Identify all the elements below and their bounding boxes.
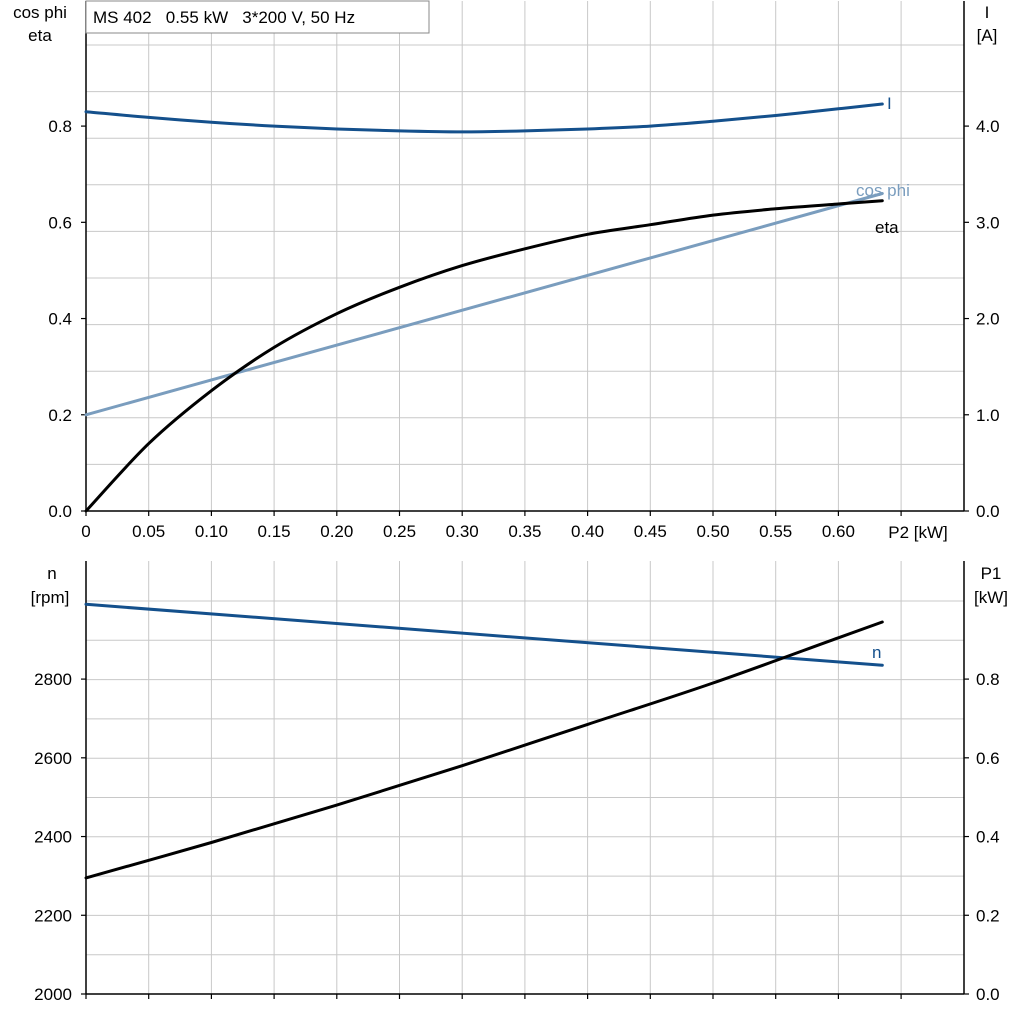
series-line-n — [84, 602, 884, 667]
top-x-axis-title: P2 [kW] — [888, 523, 948, 542]
left-tick-label: 2000 — [34, 985, 72, 1004]
right-tick-label: 0.2 — [976, 906, 1000, 925]
right-tick-label: 0.0 — [976, 502, 1000, 521]
x-tick-label: 0.25 — [383, 522, 416, 541]
top-right-axis-title-line2: [A] — [977, 26, 998, 45]
x-tick-label: 0.60 — [822, 522, 855, 541]
bottom-left-axis-title-line2: [rpm] — [31, 588, 70, 607]
right-tick-label: 4.0 — [976, 117, 1000, 136]
x-tick-label: 0.20 — [320, 522, 353, 541]
x-tick-label: 0.55 — [759, 522, 792, 541]
series-line-p1 — [84, 620, 884, 880]
x-tick-label: 0.15 — [258, 522, 291, 541]
bottom-left-axis-title-line1: n — [47, 564, 56, 583]
bottom-right-axis-title-line2: [kW] — [974, 588, 1008, 607]
left-tick-label: 2200 — [34, 906, 72, 925]
x-tick-label: 0.40 — [571, 522, 604, 541]
right-tick-label: 3.0 — [976, 213, 1000, 232]
series-label-current: I — [887, 94, 892, 113]
top-left-axis-title-line1: cos phi — [13, 3, 67, 22]
left-tick-label: 2400 — [34, 828, 72, 847]
left-tick-label: 0.0 — [48, 502, 72, 521]
motor-info-box: MS 402 0.55 kW 3*200 V, 50 Hz — [85, 0, 430, 34]
series-label-cos-phi: cos phi — [856, 181, 910, 200]
x-tick-label: 0.05 — [132, 522, 165, 541]
speed-power-chart: 2000 2200 2400 2600 2800 0.0 0.2 0.4 0.6 0.8 — [34, 561, 1000, 1004]
x-tick-label: 0.35 — [508, 522, 541, 541]
x-tick-label: 0.10 — [195, 522, 228, 541]
right-tick-label: 0.0 — [976, 985, 1000, 1004]
series-label-speed: n — [872, 643, 881, 662]
right-tick-label: 1.0 — [976, 406, 1000, 425]
left-tick-label: 0.8 — [48, 117, 72, 136]
series-line-i — [84, 102, 884, 134]
left-tick-label: 2600 — [34, 749, 72, 768]
bottom-right-axis-title-line1: P1 — [981, 564, 1002, 583]
left-tick-label: 0.4 — [48, 310, 72, 329]
right-tick-label: 0.4 — [976, 828, 1000, 847]
right-tick-label: 0.6 — [976, 749, 1000, 768]
x-tick-label: 0.30 — [446, 522, 479, 541]
x-tick-label: 0 — [81, 522, 90, 541]
right-tick-label: 2.0 — [976, 310, 1000, 329]
series-label-eta: eta — [875, 218, 899, 237]
left-tick-label: 0.2 — [48, 406, 72, 425]
series-line-cos-phi — [84, 192, 884, 417]
efficiency-current-chart: 0.0 0.2 0.4 0.6 0.8 0.0 1.0 2.0 3.0 4.0 0 0.05 0.10 0… — [48, 1, 1000, 541]
x-tick-label: 0.50 — [696, 522, 729, 541]
top-right-axis-title-line1: I — [985, 3, 990, 22]
left-tick-label: 2800 — [34, 670, 72, 689]
x-tick-label: 0.45 — [634, 522, 667, 541]
series-line-eta — [84, 199, 884, 513]
motor-info-text: MS 402 0.55 kW 3*200 V, 50 Hz — [93, 8, 355, 27]
right-tick-label: 0.8 — [976, 670, 1000, 689]
top-left-axis-title-line2: eta — [28, 26, 52, 45]
left-tick-label: 0.6 — [48, 213, 72, 232]
